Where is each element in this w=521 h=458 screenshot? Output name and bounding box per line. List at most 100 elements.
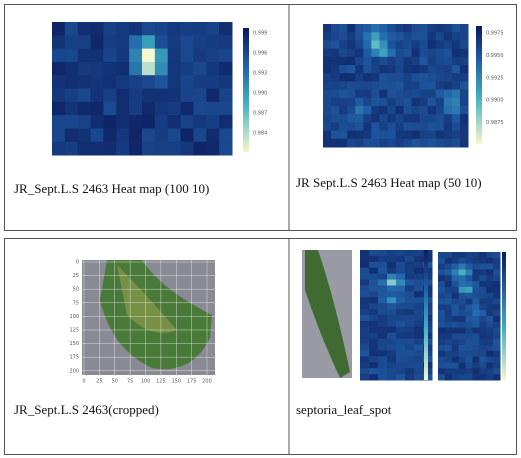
heat-cell (369, 291, 379, 298)
heat-cell (438, 310, 446, 317)
heat-cell (371, 40, 380, 50)
heat-cell (369, 297, 379, 304)
heat-cell (142, 61, 156, 76)
heat-cell (154, 88, 169, 103)
heat-cell (444, 275, 453, 282)
heat-cell (444, 281, 453, 288)
heat-cell (52, 115, 66, 129)
heat-cell (347, 65, 356, 74)
heat-cell (387, 81, 396, 91)
heat-cell (414, 261, 424, 269)
heat-cell (458, 356, 467, 364)
heat-cell (363, 122, 372, 132)
heat-cell (465, 257, 473, 265)
heat-cell (458, 327, 467, 334)
heat-cell (435, 97, 445, 107)
heat-cell (395, 97, 405, 107)
heat-cell (52, 88, 66, 103)
heat-cell (486, 374, 494, 381)
heat-cell (167, 128, 182, 143)
heat-cell (387, 273, 397, 281)
heat-cell (129, 22, 143, 36)
heat-cell (387, 309, 397, 316)
heat-cell (363, 97, 372, 107)
heat-cell (103, 88, 117, 103)
heat-cell (414, 320, 424, 328)
heat-cell (493, 356, 501, 364)
heat-cell (403, 65, 413, 74)
heat-cell (129, 141, 143, 156)
heat-cell (167, 101, 182, 116)
heat-cell (396, 297, 406, 304)
heat-cell (451, 24, 461, 33)
heat-cell (355, 106, 364, 115)
heat-cell (435, 114, 445, 123)
heat-cell (414, 255, 424, 263)
y-tick-label: 150 (69, 341, 79, 347)
heat-cell (360, 267, 370, 275)
heat-cell (403, 97, 413, 107)
heat-cell (438, 327, 446, 334)
heat-cell (395, 138, 405, 148)
heat-cell (387, 106, 396, 115)
heat-cell (451, 32, 461, 41)
heat-cell (371, 122, 380, 132)
heat-cell (405, 344, 415, 351)
heat-cell (379, 114, 388, 123)
heat-cell (396, 285, 406, 292)
heat-cell (472, 310, 480, 317)
heat-cell (77, 61, 92, 76)
y-tick-label: 0 (76, 260, 79, 266)
heat-cell (458, 263, 467, 270)
heat-cell (486, 304, 494, 311)
heat-cell (472, 252, 480, 259)
heat-cell (459, 114, 469, 123)
heat-cell (180, 35, 194, 50)
heat-cell (77, 48, 92, 63)
heat-cell (378, 297, 388, 304)
heat-cell (451, 122, 461, 132)
heat-cell (493, 286, 501, 294)
heat-cell (395, 106, 405, 115)
heat-cell (414, 332, 424, 340)
heat-cell (472, 275, 480, 282)
heat-cell (405, 267, 415, 275)
heat-cell (405, 250, 415, 257)
heat-cell (493, 298, 501, 305)
heat-cell (419, 130, 429, 140)
heat-cell (219, 128, 233, 143)
heat-cell (451, 138, 461, 148)
heat-cell (360, 338, 370, 346)
heat-cell (396, 255, 406, 263)
heat-cell (167, 22, 182, 36)
heat-cell (378, 344, 388, 351)
heat-cell (411, 97, 421, 107)
heat-cell (339, 24, 348, 33)
colorbar (476, 26, 482, 144)
heat-cell (378, 273, 388, 281)
heat-cell (347, 56, 356, 66)
heat-cell (180, 61, 194, 76)
heat-cell (451, 257, 460, 265)
heat-cell (180, 101, 194, 116)
heat-cell (479, 263, 487, 270)
heat-cell (347, 24, 356, 33)
heat-cell (103, 35, 117, 50)
heat-cell (493, 263, 501, 270)
heat-cell (339, 32, 348, 41)
heat-cell (347, 89, 356, 99)
heat-cell (435, 40, 445, 50)
heat-cell (405, 303, 415, 310)
heat-cell (379, 65, 388, 74)
heat-cell (479, 356, 487, 364)
heat-cell (472, 327, 480, 334)
colorbar-tick-label: 0.990 (253, 91, 267, 97)
heat-cell (379, 24, 388, 33)
heat-cell (90, 141, 104, 156)
heat-cell (451, 333, 460, 340)
heat-cell (369, 279, 379, 286)
heat-cell (405, 326, 415, 334)
heat-cell (493, 275, 501, 282)
heat-cell (472, 269, 480, 276)
heat-cell (206, 75, 220, 89)
